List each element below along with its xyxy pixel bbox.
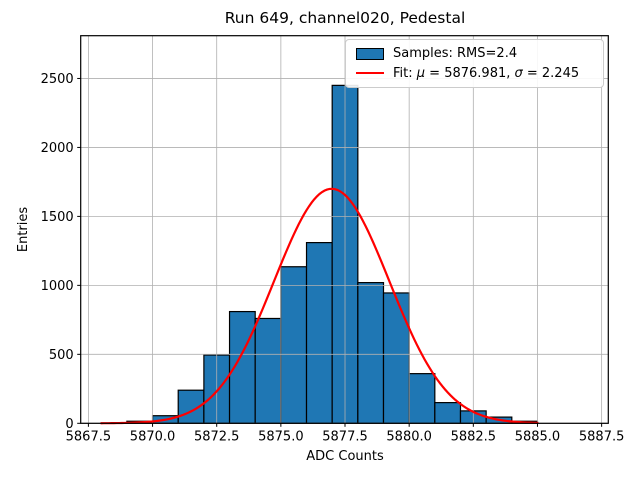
chart-title: Run 649, channel020, Pedestal	[224, 9, 466, 27]
histogram-bar	[434, 402, 462, 424]
y-axis-label: Entries	[16, 206, 32, 253]
legend-fit-label: Fit: μ = 5876.981, σ = 2.245	[393, 65, 580, 81]
legend-fit-line	[356, 71, 384, 75]
x-tick-label: 5885.0	[515, 429, 561, 444]
y-tick-label: 1000	[41, 279, 74, 294]
histogram-bar	[408, 373, 436, 424]
axes-frame	[80, 35, 609, 424]
y-tick-label: 500	[49, 348, 74, 363]
x-tick-label: 5867.5	[66, 429, 112, 444]
histogram-bar	[305, 242, 333, 424]
histogram-bar	[280, 266, 308, 424]
legend: Samples: RMS=2.4 Fit: μ = 5876.981, σ = …	[345, 39, 604, 88]
legend-entry-samples: Samples: RMS=2.4	[356, 46, 595, 61]
y-tick-label: 0	[65, 417, 73, 432]
x-tick-label: 5872.5	[194, 429, 240, 444]
y-tick-label: 1500	[41, 210, 74, 225]
histogram-bar	[382, 292, 410, 424]
legend-samples-label: Samples: RMS=2.4	[393, 46, 518, 62]
x-tick-label: 5880.0	[386, 429, 432, 444]
legend-entry-fit: Fit: μ = 5876.981, σ = 2.245	[356, 66, 595, 81]
x-tick-label: 5875.0	[258, 429, 304, 444]
histogram-bar	[254, 317, 282, 424]
x-axis-label: ADC Counts	[306, 449, 384, 464]
y-tick-label: 2000	[41, 141, 74, 156]
y-axis-label-container: Entries	[14, 0, 34, 459]
x-tick-label: 5887.5	[579, 429, 625, 444]
x-tick-label: 5877.5	[322, 429, 368, 444]
histogram-bar	[357, 282, 385, 424]
gaussian-fit-curve	[100, 187, 539, 425]
y-tick-label: 2500	[41, 72, 74, 87]
x-tick-label: 5882.5	[451, 429, 497, 444]
x-tick-label: 5870.0	[130, 429, 176, 444]
legend-samples-swatch	[356, 47, 384, 60]
